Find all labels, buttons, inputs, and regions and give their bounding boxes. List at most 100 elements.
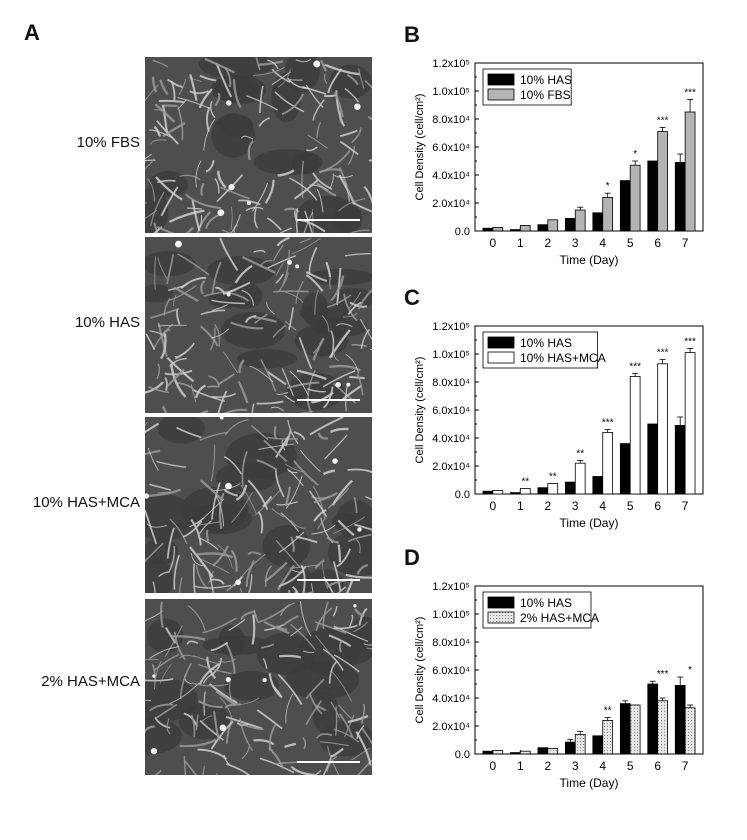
bar: [492, 227, 504, 232]
significance-marker: ***: [657, 348, 669, 359]
y-tick-label: 1.2x10⁵: [432, 581, 470, 593]
bar: [482, 490, 494, 495]
x-tick-label: 4: [599, 759, 606, 773]
legend-label: 2% HAS+MCA: [520, 611, 599, 625]
micrograph-image: [145, 237, 372, 413]
y-tick-label: 8.0x10⁴: [432, 114, 470, 126]
micrograph-image: [145, 599, 372, 775]
y-tick-label: 6.0x10⁴: [432, 665, 470, 677]
y-tick-label: 8.0x10⁴: [432, 377, 470, 389]
significance-marker: ***: [657, 669, 669, 680]
bar: [674, 425, 686, 495]
bar: [482, 227, 494, 232]
x-tick-label: 5: [627, 236, 634, 250]
x-axis-label: Time (Day): [560, 516, 619, 530]
significance-marker: **: [549, 472, 557, 483]
bar: [492, 490, 504, 495]
legend-label: 10% HAS: [520, 336, 572, 350]
y-tick-label: 4.0x10⁴: [432, 170, 470, 182]
y-tick-label: 0.0: [455, 226, 470, 238]
x-tick-label: 1: [517, 499, 524, 513]
micrograph-label-3: 10% HAS+MCA: [32, 494, 140, 511]
significance-marker: **: [521, 476, 529, 487]
x-tick-label: 2: [544, 236, 551, 250]
panel-c-letter: C: [404, 285, 420, 310]
bar: [684, 352, 696, 495]
bar: [482, 750, 494, 755]
bar: [592, 212, 604, 232]
y-tick-label: 1.0x10⁵: [432, 349, 470, 361]
bar: [657, 131, 668, 232]
y-tick-label: 1.0x10⁵: [432, 609, 470, 621]
y-tick-label: 1.2x10⁵: [432, 321, 470, 333]
panel-a-letter: A: [24, 20, 40, 45]
bar: [647, 423, 659, 495]
panel-d-letter: D: [404, 545, 420, 570]
bar: [510, 492, 521, 495]
bar: [537, 487, 549, 495]
bar: [564, 741, 576, 755]
y-axis-label: Cell Density (cell/cm²): [414, 617, 426, 724]
significance-marker: ***: [684, 87, 696, 98]
x-tick-label: 0: [490, 236, 497, 250]
y-tick-label: 2.0x10⁴: [432, 198, 470, 210]
bar: [537, 224, 549, 232]
bar: [619, 703, 631, 755]
legend-label: 10% FBS: [520, 88, 571, 102]
x-tick-label: 2: [544, 759, 551, 773]
bar: [619, 443, 631, 495]
micrograph-image: [145, 417, 372, 593]
y-tick-label: 0.0: [455, 749, 470, 761]
y-tick-label: 6.0x10⁴: [432, 142, 470, 154]
bar: [492, 750, 504, 755]
legend-swatch: [487, 351, 515, 364]
bar: [629, 164, 641, 232]
significance-marker: ***: [657, 115, 669, 126]
bar: [519, 750, 531, 755]
x-tick-label: 7: [682, 759, 689, 773]
x-tick-label: 3: [572, 759, 579, 773]
x-tick-label: 0: [490, 759, 497, 773]
x-axis-label: Time (Day): [560, 776, 619, 790]
legend-label: 10% HAS: [520, 596, 572, 610]
bar: [602, 196, 614, 232]
legend-swatch: [487, 336, 515, 349]
bar: [537, 747, 549, 755]
bar: [657, 363, 668, 495]
significance-marker: *: [606, 181, 610, 192]
x-tick-label: 6: [654, 499, 661, 513]
x-tick-label: 1: [517, 759, 524, 773]
y-tick-label: 1.2x10⁵: [432, 58, 470, 70]
bar: [629, 376, 641, 495]
significance-marker: ***: [602, 418, 614, 429]
bar: [574, 462, 586, 495]
x-tick-label: 2: [544, 499, 551, 513]
legend-swatch: [487, 88, 515, 101]
chart-panel-b: 0.0 2.0x10⁴ 4.0x10⁴ 6.0x10⁴ 8.0x10⁴ 1.0x10⁵ 1.…: [405, 55, 725, 285]
micrograph-label-2: 10% HAS: [74, 314, 140, 331]
bar: [574, 733, 586, 755]
bar: [564, 481, 576, 495]
x-tick-label: 3: [572, 499, 579, 513]
significance-marker: *: [688, 665, 692, 676]
bar: [629, 704, 641, 755]
legend-swatch: [487, 611, 515, 624]
y-tick-label: 8.0x10⁴: [432, 637, 470, 649]
x-tick-label: 3: [572, 236, 579, 250]
y-tick-label: 4.0x10⁴: [432, 693, 470, 705]
y-tick-label: 4.0x10⁴: [432, 433, 470, 445]
bar: [592, 735, 604, 755]
y-tick-label: 6.0x10⁴: [432, 405, 470, 417]
x-tick-label: 7: [682, 236, 689, 250]
x-tick-label: 4: [599, 499, 606, 513]
panel-b-letter: B: [404, 22, 420, 47]
bar: [592, 476, 604, 495]
bar: [684, 111, 696, 232]
y-tick-label: 2.0x10⁴: [432, 721, 470, 733]
bar: [564, 217, 576, 232]
significance-marker: ***: [629, 362, 641, 373]
x-tick-label: 1: [517, 236, 524, 250]
x-axis-label: Time (Day): [560, 253, 619, 267]
bar: [619, 180, 631, 232]
bar: [602, 432, 614, 495]
